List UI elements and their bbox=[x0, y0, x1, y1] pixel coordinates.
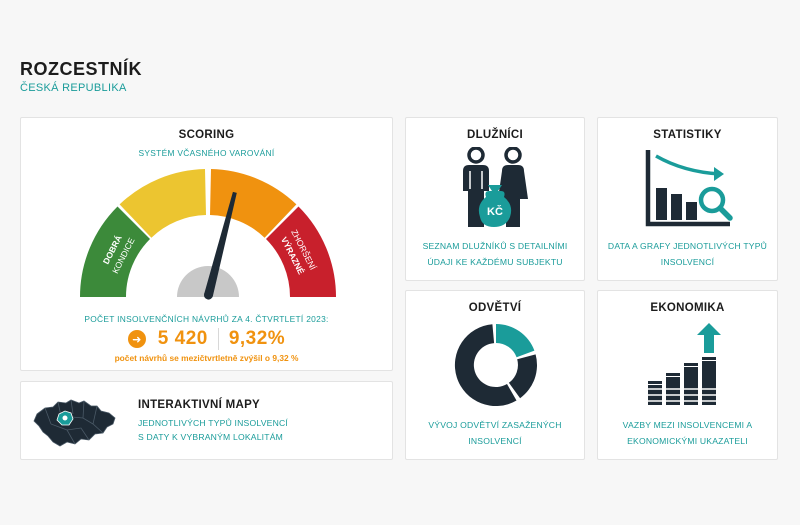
maps-desc-line1: JEDNOTLIVÝCH TYPŮ INSOLVENCÍ bbox=[138, 418, 288, 428]
odvetvi-desc-line1: VÝVOJ ODVĚTVÍ ZASAŽENÝCH bbox=[428, 420, 562, 430]
odvetvi-desc-line2: INSOLVENCÍ bbox=[468, 436, 522, 446]
scoring-card[interactable]: SCORING SYSTÉM VČASNÉHO VAROVÁNÍ DOBRÁ K… bbox=[20, 117, 393, 371]
maps-desc-line2: S DATY K VYBRANÝM LOKALITÁM bbox=[138, 432, 284, 442]
scoring-change-value: 9,32% bbox=[228, 328, 286, 349]
dluznici-desc: SEZNAM DLUŽNÍKŮ S DETAILNÍMI ÚDAJI KE KA… bbox=[406, 238, 584, 270]
ekonomika-title: EKONOMIKA bbox=[650, 302, 725, 314]
gauge-segment-fair bbox=[119, 169, 206, 238]
ekonomika-card[interactable]: EKONOMIKA VAZBY MEZI INSOLVENCEMI A EKON… bbox=[597, 290, 778, 460]
ekonomika-desc-line2: EKONOMICKÝMI UKAZATELI bbox=[627, 436, 748, 446]
gauge-segment-good bbox=[80, 206, 150, 297]
odvetvi-desc: VÝVOJ ODVĚTVÍ ZASAŽENÝCH INSOLVENCÍ bbox=[406, 417, 584, 449]
odvetvi-card[interactable]: ODVĚTVÍ VÝVOJ ODVĚTVÍ ZASAŽENÝCH INSOLVE… bbox=[405, 290, 585, 460]
maps-desc: JEDNOTLIVÝCH TYPŮ INSOLVENCÍ S DATY K VY… bbox=[138, 416, 288, 444]
debtors-icon: KČ bbox=[463, 147, 528, 227]
scoring-title: SCORING bbox=[178, 129, 235, 141]
statistiky-title: STATISTIKY bbox=[653, 129, 722, 141]
scoring-subtitle: SYSTÉM VČASNÉHO VAROVÁNÍ bbox=[138, 148, 275, 158]
dluznici-card[interactable]: DLUŽNÍCI KČ SEZNAM DLUŽNÍKŮ S DETAILNÍMI… bbox=[405, 117, 585, 281]
statistiky-desc: DATA A GRAFY JEDNOTLIVÝCH TYPŮ INSOLVENC… bbox=[598, 238, 777, 270]
gauge-segment-warning bbox=[210, 169, 297, 238]
scoring-gauge: DOBRÁ KONDICE VÝRAZNÉ ZHORŠENÍ bbox=[80, 169, 336, 300]
page-title: ROZCESTNÍK bbox=[20, 59, 142, 79]
scoring-note: počet návrhů se mezičtvrtletně zvýšil o … bbox=[114, 353, 299, 363]
scoring-count-value: 5 420 bbox=[157, 328, 208, 349]
growth-chart-icon bbox=[648, 323, 721, 405]
dluznici-desc-line1: SEZNAM DLUŽNÍKŮ S DETAILNÍMI bbox=[422, 241, 568, 251]
donut-chart-icon bbox=[454, 324, 538, 407]
scoring-count-label: POČET INSOLVENČNÍCH NÁVRHŮ ZA 4. ČTVRTLE… bbox=[84, 314, 329, 324]
scoring-metrics: ➜ 5 420 9,32% bbox=[21, 327, 392, 351]
page-subtitle: ČESKÁ REPUBLIKA bbox=[20, 82, 127, 94]
ekonomika-desc: VAZBY MEZI INSOLVENCEMI A EKONOMICKÝMI U… bbox=[598, 417, 777, 449]
gauge-needle bbox=[203, 191, 237, 300]
metric-divider bbox=[217, 328, 219, 350]
debtors-bag-label: KČ bbox=[487, 205, 503, 218]
ekonomika-desc-line1: VAZBY MEZI INSOLVENCEMI A bbox=[622, 420, 753, 430]
maps-card[interactable]: INTERAKTIVNÍ MAPY JEDNOTLIVÝCH TYPŮ INSO… bbox=[20, 381, 393, 460]
bar-chart-magnifier-icon bbox=[645, 150, 733, 227]
gauge-segment-bad bbox=[266, 206, 336, 297]
statistiky-card[interactable]: STATISTIKY DATA A GRAFY JEDNOTLIVÝCH TYP… bbox=[597, 117, 778, 281]
czech-map-icon bbox=[33, 399, 116, 447]
dluznici-title: DLUŽNÍCI bbox=[466, 129, 524, 141]
odvetvi-title: ODVĚTVÍ bbox=[468, 302, 522, 314]
arrow-right-icon: ➜ bbox=[127, 330, 146, 348]
dluznici-desc-line2: ÚDAJI KE KAŽDÉMU SUBJEKTU bbox=[427, 257, 563, 267]
statistiky-desc-line1: DATA A GRAFY JEDNOTLIVÝCH TYPŮ bbox=[607, 241, 768, 251]
statistiky-desc-line2: INSOLVENCÍ bbox=[660, 257, 715, 267]
maps-title: INTERAKTIVNÍ MAPY bbox=[138, 399, 261, 411]
